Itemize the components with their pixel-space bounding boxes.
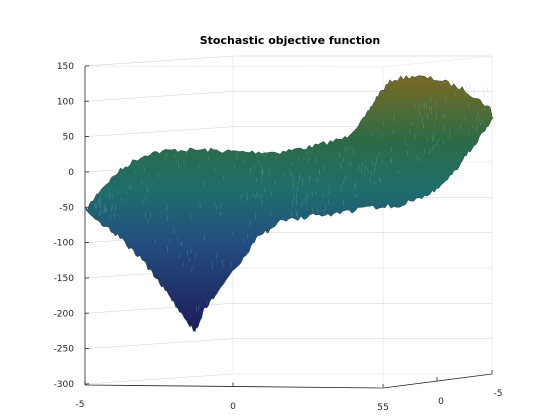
axes-lines: [84, 66, 493, 389]
chart-title: Stochastic objective function: [200, 34, 381, 47]
surface-patch: [85, 75, 494, 333]
x-axis-line: [84, 384, 384, 389]
back-top-edge: [84, 55, 492, 67]
y-tick-label: -5: [494, 389, 503, 399]
front-top-edge: [84, 65, 384, 68]
y-axis-line: [382, 373, 493, 389]
z-tick-label: -200: [54, 309, 75, 319]
x-tick-label: 0: [230, 402, 236, 412]
z-tick-label: -100: [54, 239, 75, 249]
z-gridline: [84, 55, 492, 67]
x-tick-label: 5: [377, 403, 383, 413]
right-front-top-edge: [382, 55, 493, 68]
z-gridline: [84, 267, 492, 279]
z-gridline: [84, 373, 492, 385]
z-tick-label: 0: [68, 168, 74, 178]
surface-mesh: [85, 75, 494, 333]
z-tick-label: -250: [54, 345, 75, 355]
y-tick-label: 5: [383, 403, 389, 413]
surface-noise-highlights: [94, 82, 490, 313]
z-tick-label: 50: [63, 133, 75, 143]
z-gridline: [84, 338, 492, 349]
x-tick-label: -5: [76, 400, 85, 410]
y-tick-label: 0: [438, 397, 444, 407]
z-tick-label: -300: [54, 380, 75, 390]
z-tick-label: 150: [57, 62, 74, 72]
z-gridline: [84, 302, 492, 314]
z-tick-label: -50: [59, 203, 74, 213]
z-tick-label: -150: [54, 274, 75, 284]
z-tick-label: 100: [57, 97, 74, 107]
